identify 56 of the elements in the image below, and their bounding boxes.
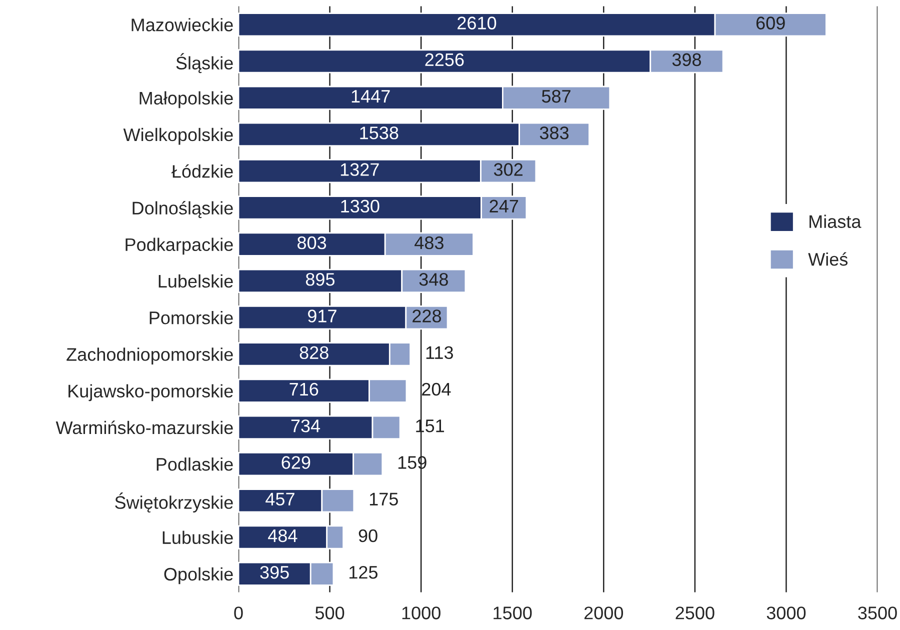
y-tick-label: Dolnośląskie (132, 201, 233, 218)
data-label: 1330 (341, 200, 380, 213)
y-tick-label: Małopolskie (140, 91, 233, 108)
data-label: 1447 (352, 90, 390, 103)
data-label: 1538 (360, 126, 398, 140)
y-tick-label: Świętokrzyskie (115, 492, 233, 513)
y-tick-label: Śląskie (176, 53, 233, 74)
data-label: 113 (426, 346, 453, 360)
data-label: 803 (298, 236, 326, 250)
data-label: 734 (291, 419, 320, 432)
y-tick-label: Mazowieckie (132, 18, 233, 32)
x-tick-label: 2500 (676, 606, 714, 620)
data-label: 383 (540, 126, 569, 140)
y-tick-label: Łódzkie (172, 164, 233, 178)
legend-label: Wieś (808, 252, 848, 266)
y-tick-label: Wielkopolskie (123, 128, 233, 145)
data-label: 398 (672, 53, 701, 66)
y-tick-label: Kujawsko-pomorskie (68, 384, 233, 402)
y-tick-label: Pomorskie (150, 311, 233, 324)
data-label: 2610 (458, 16, 496, 30)
data-label: 302 (494, 163, 522, 176)
x-tick-label: 2000 (584, 606, 624, 620)
y-tick-label: Warmińsko-mazurskie (56, 420, 233, 434)
data-label: 483 (414, 236, 444, 250)
y-tick-label: Lubuskie (162, 530, 233, 544)
y-tick-label: Opolskie (164, 567, 233, 584)
x-tick-label: 500 (315, 606, 344, 620)
x-tick-label: 1500 (494, 606, 532, 620)
data-label: 125 (350, 566, 378, 579)
data-label: 716 (290, 382, 318, 396)
data-label: 228 (412, 310, 442, 322)
legend-label: Miasta (810, 214, 862, 228)
x-tick-label: 1000 (402, 606, 440, 620)
data-label: 1327 (340, 163, 379, 176)
data-label: 90 (358, 529, 378, 542)
y-tick-label: Podlaskie (156, 457, 233, 471)
data-label: 395 (260, 566, 289, 579)
data-label: 2256 (425, 53, 464, 66)
x-tick-label: 3000 (766, 606, 806, 620)
data-label: 204 (422, 382, 451, 396)
data-label: 629 (282, 456, 310, 469)
y-tick-label: Zachodniopomorskie (66, 348, 233, 364)
y-tick-label: Podkarpackie (126, 238, 233, 255)
data-label: 484 (268, 529, 298, 542)
data-label: 175 (370, 492, 398, 506)
data-label: 609 (756, 16, 785, 30)
data-label: 247 (490, 200, 518, 212)
x-tick-label: 3500 (858, 606, 897, 620)
data-label: 828 (300, 346, 328, 360)
data-label: 457 (266, 492, 294, 506)
x-tick-label: 0 (234, 606, 243, 620)
data-label: 895 (306, 273, 335, 286)
y-tick-label: Lubelskie (158, 274, 233, 288)
data-label: 917 (308, 310, 336, 322)
data-label: 348 (419, 273, 448, 286)
data-label: 587 (542, 90, 570, 103)
